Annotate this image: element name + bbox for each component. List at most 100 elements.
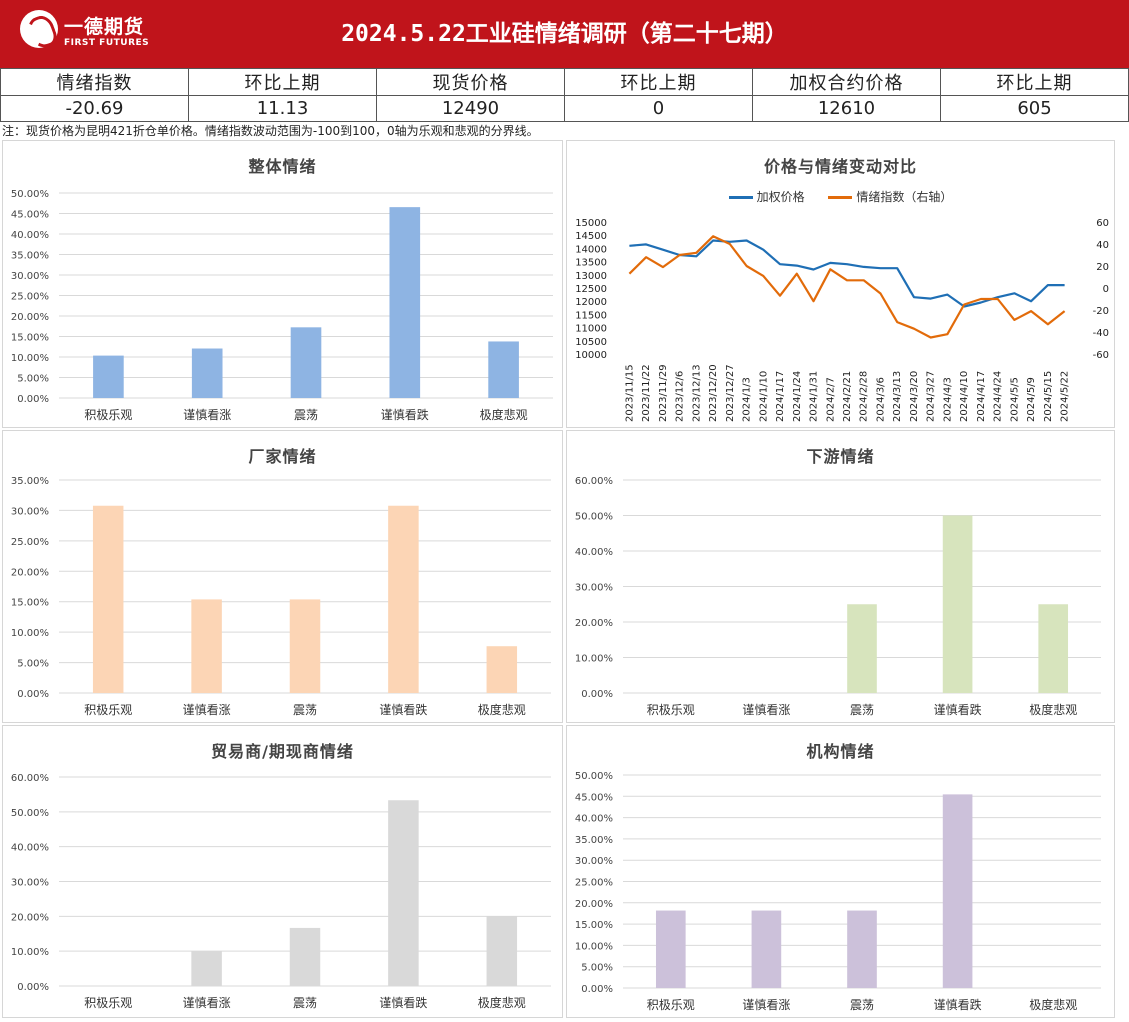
y-tick-label: 45.00%	[11, 210, 49, 221]
y-tick-label: 50.00%	[575, 512, 613, 523]
y-tick-label: 30.00%	[11, 271, 49, 282]
x-tick-label: 震荡	[850, 703, 874, 717]
x-tick-label: 谨慎看跌	[934, 997, 982, 1012]
trader-bar-chart: 0.00% 10.00% 20.00% 30.00% 40.00% 50.00% 60.00…	[11, 773, 551, 1010]
y-left-tick-label: 10500	[575, 337, 607, 348]
bar-0	[92, 505, 124, 693]
x-tick-label: 2024/4/3	[942, 377, 953, 422]
x-tick-label: 2024/3/27	[926, 371, 937, 422]
y-left-tick-label: 14500	[575, 231, 607, 242]
bar-2	[289, 599, 321, 693]
x-tick-label: 2024/5/9	[1026, 377, 1037, 422]
bar-3	[388, 800, 419, 986]
x-tick-label: 谨慎看涨	[183, 407, 231, 422]
chart-title: 整体情绪	[248, 157, 317, 176]
y-tick-label: 0.00%	[17, 689, 49, 700]
chart-legend: 加权价格 情绪指数（右轴）	[567, 188, 1114, 205]
x-tick-label: 2024/4/17	[976, 371, 987, 422]
x-tick-label: 谨慎看跌	[379, 702, 427, 717]
bar-4	[488, 341, 519, 398]
y-left-tick-label: 15000	[575, 218, 607, 229]
y-right-tick-label: 0	[1103, 284, 1109, 295]
y-tick-label: 60.00%	[575, 476, 613, 487]
logo-emblem-icon	[20, 10, 58, 48]
bar-2	[847, 910, 877, 988]
x-tick-label: 2024/5/22	[1060, 371, 1071, 422]
chart-title: 下游情绪	[806, 447, 875, 466]
x-tick-label: 震荡	[850, 998, 874, 1012]
value-sentiment-index: -20.69	[0, 95, 189, 122]
y-left-tick-label: 14000	[575, 244, 607, 255]
bar-1	[191, 348, 223, 398]
metrics-table: 情绪指数 环比上期 现货价格 环比上期 加权合约价格 环比上期 -20.69 1…	[0, 68, 1129, 122]
producer-sentiment-panel: 厂家情绪 0.00% 5.00% 10.00% 15.00% 20.00% 25.00% 3…	[2, 430, 563, 723]
bar-3	[388, 505, 419, 693]
legend-item-sentiment: 情绪指数（右轴）	[828, 188, 952, 205]
x-tick-label: 2023/11/29	[658, 364, 669, 422]
producer-bar-chart: 0.00% 5.00% 10.00% 15.00% 20.00% 25.00% 30.00%…	[11, 476, 551, 717]
y-tick-label: 35.00%	[11, 476, 49, 487]
y-tick-label: 0.00%	[581, 984, 613, 995]
x-tick-label: 2024/3/6	[875, 377, 886, 422]
price-sentiment-comparison-panel: 价格与情绪变动对比 加权价格 情绪指数（右轴） 10000 10500 11000 1…	[566, 140, 1115, 428]
x-tick-label: 积极乐观	[84, 703, 132, 717]
value-sentiment-change: 11.13	[188, 95, 377, 122]
header-sentiment-change: 环比上期	[188, 68, 377, 96]
y-tick-label: 40.00%	[575, 547, 613, 558]
x-tick-label: 极度悲观	[478, 702, 526, 717]
y-tick-label: 5.00%	[17, 374, 49, 385]
x-tick-label: 2024/2/28	[859, 371, 870, 422]
y-tick-label: 20.00%	[11, 567, 49, 578]
x-tick-label: 震荡	[293, 703, 317, 717]
x-tick-label: 极度悲观	[1029, 997, 1077, 1012]
x-tick-label: 2024/2/21	[842, 371, 853, 422]
chart-title: 机构情绪	[806, 742, 875, 761]
logo-chinese-name: 一德期货	[64, 16, 145, 38]
value-weighted-change: 605	[940, 95, 1129, 122]
y-tick-label: 0.00%	[17, 982, 49, 993]
x-tick-label: 2023/12/6	[675, 371, 686, 422]
report-header: 一德期货 FIRST FUTURES 2024.5.22工业硅情绪调研（第二十七…	[0, 0, 1129, 68]
metrics-value-row: -20.69 11.13 12490 0 12610 605	[0, 95, 1129, 122]
y-tick-label: 40.00%	[11, 843, 49, 854]
y-tick-label: 30.00%	[11, 506, 49, 517]
y-tick-label: 45.00%	[575, 792, 613, 803]
y-tick-label: 40.00%	[11, 230, 49, 241]
value-weighted-price: 12610	[752, 95, 941, 122]
x-tick-label: 震荡	[294, 408, 318, 422]
y-tick-label: 30.00%	[575, 856, 613, 867]
institution-sentiment-panel: 机构情绪 0.00% 5.00% 10.00% 15.00% 20.00% 25.00% 3…	[566, 725, 1115, 1018]
y-tick-label: 25.00%	[11, 292, 49, 303]
chart-title: 价格与情绪变动对比	[763, 157, 917, 176]
chart-title: 贸易商/期现商情绪	[211, 742, 354, 761]
x-tick-label: 2024/1/10	[758, 371, 769, 422]
bar-3	[942, 794, 973, 988]
y-left-tick-label: 10000	[575, 350, 607, 361]
footnote: 注：现货价格为昆明421折仓单价格。情绪指数波动范围为-100到100，0轴为乐…	[2, 124, 539, 138]
legend-swatch-price	[728, 196, 753, 199]
x-tick-label: 2024/4/24	[993, 371, 1004, 422]
metrics-header-row: 情绪指数 环比上期 现货价格 环比上期 加权合约价格 环比上期	[0, 68, 1129, 96]
x-tick-label: 谨慎看涨	[742, 997, 790, 1012]
bar-0	[655, 910, 686, 988]
bar-4	[486, 646, 518, 693]
bar-2	[290, 327, 322, 398]
y-right-tick-label: -20	[1093, 306, 1109, 317]
x-tick-label: 2024/1/17	[775, 371, 786, 422]
y-tick-label: 20.00%	[575, 618, 613, 629]
y-tick-label: 50.00%	[11, 189, 49, 200]
y-tick-label: 20.00%	[575, 899, 613, 910]
x-tick-label: 谨慎看涨	[742, 702, 790, 717]
bar-1	[191, 951, 222, 986]
x-tick-label: 积极乐观	[647, 998, 695, 1012]
x-tick-label: 极度悲观	[478, 995, 526, 1010]
y-tick-label: 35.00%	[575, 835, 613, 846]
y-tick-label: 10.00%	[11, 947, 49, 958]
x-tick-label: 2024/2/7	[825, 377, 836, 422]
header-weighted-change: 环比上期	[940, 68, 1129, 96]
x-tick-label: 震荡	[293, 996, 317, 1010]
x-tick-label: 2024/4/10	[959, 371, 970, 422]
x-tick-label: 2024/1/31	[809, 371, 820, 422]
x-tick-label: 极度悲观	[480, 407, 528, 422]
legend-label-sentiment: 情绪指数（右轴）	[856, 190, 953, 204]
